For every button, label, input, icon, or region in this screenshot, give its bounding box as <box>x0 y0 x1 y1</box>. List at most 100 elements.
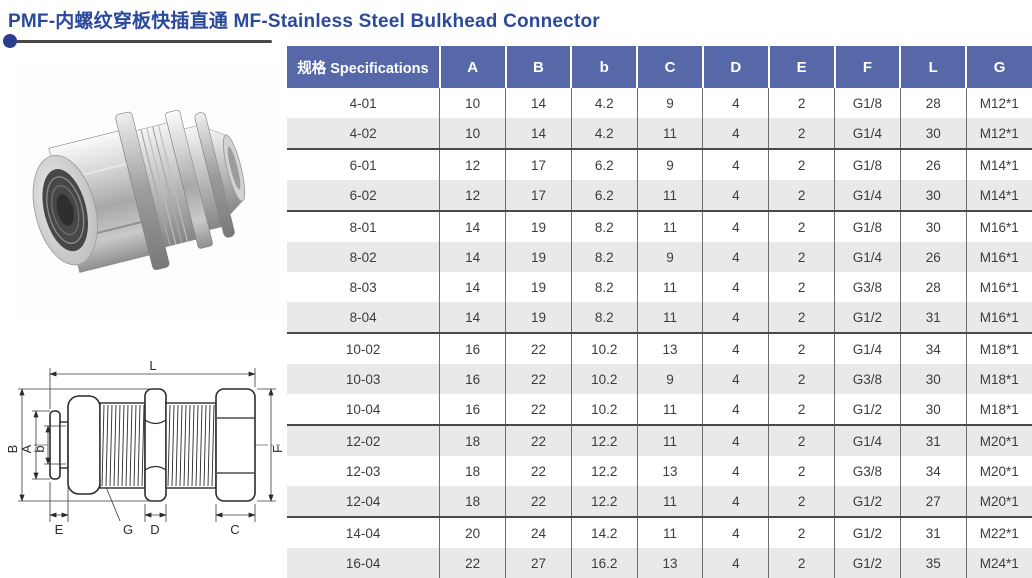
table-cell: G3/8 <box>834 456 901 486</box>
table-cell: 24 <box>505 516 572 548</box>
accent-line <box>10 40 272 43</box>
table-row: 10-03 16 22 10.2 9 4 2 G3/8 30 M18*1 <box>287 364 1032 394</box>
table-cell: 4 <box>702 242 769 272</box>
drawing-labels: L B A b F E G D C <box>5 358 285 537</box>
table-cell: 4.2 <box>570 118 638 149</box>
dim-label-D: D <box>150 522 159 537</box>
table-cell: 4-02 <box>287 118 440 149</box>
table-cell: 34 <box>899 456 967 486</box>
table-cell: 8.2 <box>570 272 638 302</box>
dim-label-A: A <box>19 444 34 453</box>
table-row: 14-04 20 24 14.2 11 4 2 G1/2 31 M22*1 <box>287 516 1032 548</box>
table-row: 12-02 18 22 12.2 11 4 2 G1/4 31 M20*1 <box>287 424 1032 456</box>
table-row: 8-01 14 19 8.2 11 4 2 G1/8 30 M16*1 <box>287 210 1032 242</box>
table-cell: G1/4 <box>834 332 901 364</box>
table-cell: 6-01 <box>287 148 440 180</box>
table-cell: 6.2 <box>570 180 638 211</box>
table-cell: 14-04 <box>287 516 440 548</box>
table-cell: 12-03 <box>287 456 440 486</box>
table-cell: M18*1 <box>965 364 1032 394</box>
technical-drawing-svg: L B A b F E G D C <box>5 358 285 537</box>
table-cell: 4 <box>702 424 769 456</box>
table-cell: 22 <box>505 424 572 456</box>
table-cell: 10-04 <box>287 394 440 425</box>
table-cell: 2 <box>768 394 835 425</box>
table-cell: G1/8 <box>834 88 901 118</box>
table-row: 16-04 22 27 16.2 13 4 2 G1/2 35 M24*1 <box>287 548 1032 578</box>
table-cell: 12 <box>439 148 506 180</box>
table-cell: M20*1 <box>965 424 1032 456</box>
table-row: 4-01 10 14 4.2 9 4 2 G1/8 28 M12*1 <box>287 88 1032 118</box>
table-cell: M12*1 <box>965 88 1032 118</box>
table-cell: G1/2 <box>834 394 901 425</box>
table-cell: 12 <box>439 180 506 211</box>
table-cell: 22 <box>505 456 572 486</box>
table-cell: 14 <box>505 118 572 149</box>
table-cell: 9 <box>636 148 703 180</box>
table-cell: 13 <box>636 332 703 364</box>
column-header-A: A <box>438 46 506 88</box>
table-cell: 14 <box>439 210 506 242</box>
table-cell: G1/8 <box>834 148 901 180</box>
table-cell: 4 <box>702 486 769 517</box>
column-header-F: F <box>833 46 901 88</box>
table-cell: 30 <box>899 118 967 149</box>
table-cell: 16-04 <box>287 548 440 578</box>
table-cell: 12.2 <box>570 456 638 486</box>
table-cell: M24*1 <box>965 548 1032 578</box>
table-cell: G3/8 <box>834 272 901 302</box>
table-cell: 27 <box>899 486 967 517</box>
table-cell: 11 <box>636 424 703 456</box>
table-cell: 2 <box>768 180 835 211</box>
dim-label-C: C <box>230 522 239 537</box>
table-cell: 4 <box>702 548 769 578</box>
product-photo <box>16 66 280 316</box>
table-cell: 12.2 <box>570 486 638 517</box>
table-cell: 14.2 <box>570 516 638 548</box>
table-cell: 30 <box>899 364 967 394</box>
table-cell: G1/4 <box>834 424 901 456</box>
table-cell: 11 <box>636 272 703 302</box>
table-cell: 4 <box>702 516 769 548</box>
column-header-b: b <box>570 46 638 88</box>
table-cell: 8.2 <box>570 302 638 333</box>
table-cell: 2 <box>768 118 835 149</box>
table-cell: 34 <box>899 332 967 364</box>
table-row: 12-04 18 22 12.2 11 4 2 G1/2 27 M20*1 <box>287 486 1032 517</box>
table-cell: M22*1 <box>965 516 1032 548</box>
table-cell: M18*1 <box>965 332 1032 364</box>
table-cell: 31 <box>899 302 967 333</box>
table-cell: 35 <box>899 548 967 578</box>
table-cell: 2 <box>768 302 835 333</box>
table-cell: 16.2 <box>570 548 638 578</box>
table-cell: 17 <box>505 148 572 180</box>
table-cell: 10 <box>439 118 506 149</box>
table-cell: 2 <box>768 516 835 548</box>
table-cell: M14*1 <box>965 148 1032 180</box>
column-header-D: D <box>701 46 769 88</box>
table-cell: 19 <box>505 302 572 333</box>
page-title: PMF-内螺纹穿板快插直通 MF-Stainless Steel Bulkhea… <box>8 11 600 32</box>
table-row: 8-03 14 19 8.2 11 4 2 G3/8 28 M16*1 <box>287 272 1032 302</box>
table-cell: 14 <box>439 242 506 272</box>
table-row: 8-02 14 19 8.2 9 4 2 G1/4 26 M16*1 <box>287 242 1032 272</box>
table-cell: 4 <box>702 148 769 180</box>
table-cell: 8-01 <box>287 210 440 242</box>
dim-label-b: b <box>32 445 47 452</box>
table-cell: 12-02 <box>287 424 440 456</box>
table-cell: 11 <box>636 210 703 242</box>
column-header-E: E <box>767 46 835 88</box>
table-cell: 10.2 <box>570 364 638 394</box>
table-cell: G3/8 <box>834 364 901 394</box>
table-cell: 8.2 <box>570 242 638 272</box>
table-cell: 8-03 <box>287 272 440 302</box>
dim-label-B: B <box>8 445 20 454</box>
table-cell: 31 <box>899 516 967 548</box>
table-cell: 22 <box>439 548 506 578</box>
table-cell: 13 <box>636 456 703 486</box>
table-cell: 9 <box>636 88 703 118</box>
table-cell: 16 <box>439 394 506 425</box>
table-cell: 18 <box>439 456 506 486</box>
column-header-G: G <box>965 46 1032 88</box>
table-cell: 30 <box>899 394 967 425</box>
